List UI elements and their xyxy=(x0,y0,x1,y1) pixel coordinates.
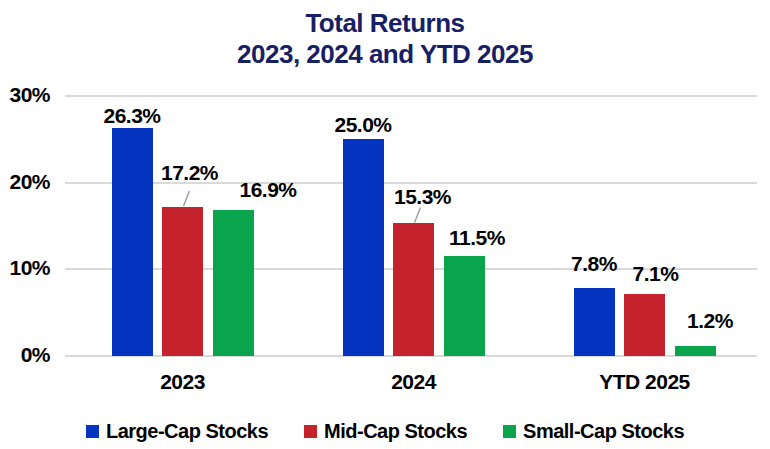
y-axis-tick-label: 10% xyxy=(0,256,50,280)
leader-line xyxy=(415,207,421,222)
bar-value-label: 17.2% xyxy=(161,161,218,185)
bar-value-label: 26.3% xyxy=(103,104,160,128)
y-axis-tick-label: 30% xyxy=(0,83,50,107)
bar-value-label: 16.9% xyxy=(239,178,296,202)
bar-large-cap-stocks-2024 xyxy=(343,139,384,356)
total-returns-bar-chart: Total Returns 2023, 2024 and YTD 2025 30… xyxy=(0,0,770,449)
legend: Large-Cap Stocks Mid-Cap Stocks Small-Cap … xyxy=(0,420,770,443)
x-axis-category-label: YTD 2025 xyxy=(599,370,690,394)
bar-value-label: 1.2% xyxy=(687,309,733,333)
bar-small-cap-stocks-2023 xyxy=(213,210,254,356)
bar-value-label: 15.3% xyxy=(394,185,451,209)
y-axis-tick-label: 20% xyxy=(0,170,50,194)
plot-area: 30% 20% 10% 0% 26.3% 25.0% 7.8% 17.2% 15.3% 7.1% 1… xyxy=(0,0,770,449)
x-axis-category-label: 2024 xyxy=(391,370,436,394)
legend-label: Small-Cap Stocks xyxy=(523,420,684,443)
bar-value-label: 7.8% xyxy=(571,252,617,276)
bar-value-label: 7.1% xyxy=(633,262,679,286)
legend-swatch-icon xyxy=(503,425,516,438)
legend-item-large-cap-stocks: Large-Cap Stocks xyxy=(86,420,268,443)
bar-mid-cap-stocks-ytd-2025 xyxy=(624,294,665,356)
bar-small-cap-stocks-2024 xyxy=(444,256,485,356)
legend-item-small-cap-stocks: Small-Cap Stocks xyxy=(503,420,684,443)
legend-label: Mid-Cap Stocks xyxy=(324,420,467,443)
legend-label: Large-Cap Stocks xyxy=(106,420,268,443)
legend-swatch-icon xyxy=(86,425,99,438)
legend-swatch-icon xyxy=(304,425,317,438)
legend-item-mid-cap-stocks: Mid-Cap Stocks xyxy=(304,420,467,443)
bar-small-cap-stocks-ytd-2025 xyxy=(675,346,716,356)
bar-value-label: 25.0% xyxy=(334,113,391,137)
bar-mid-cap-stocks-2024 xyxy=(393,223,434,356)
bar-mid-cap-stocks-2023 xyxy=(162,207,203,356)
leader-line xyxy=(184,191,190,206)
bar-large-cap-stocks-2023 xyxy=(112,128,153,356)
y-axis-tick-label: 0% xyxy=(0,343,50,367)
bar-value-label: 11.5% xyxy=(449,226,505,250)
gridline-30% xyxy=(65,95,757,97)
bar-large-cap-stocks-ytd-2025 xyxy=(574,288,615,356)
x-axis-category-label: 2023 xyxy=(160,370,205,394)
